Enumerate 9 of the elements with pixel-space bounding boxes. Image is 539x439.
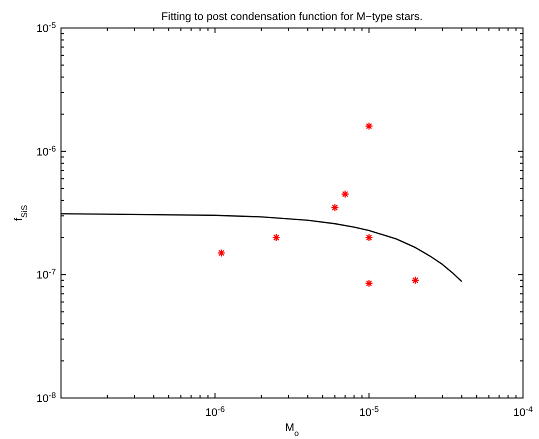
x-axis-title: M$_{o}$: [285, 422, 300, 438]
x-tick-label: 10$^{-4}$: [513, 404, 534, 419]
x-tick-label: 10$^{-6}$: [205, 404, 226, 419]
chart-title: Fitting to post condensation function for M−type stars.: [161, 11, 423, 23]
y-tick-label: 10$^{-7}$: [36, 267, 56, 282]
y-tick-label: 10$^{-6}$: [36, 144, 56, 158]
x-tick-label: 10$^{-5}$: [359, 404, 380, 419]
y-tick-label: 10$^{-8}$: [36, 390, 56, 405]
y-tick-label: 10$^{-5}$: [36, 20, 56, 35]
